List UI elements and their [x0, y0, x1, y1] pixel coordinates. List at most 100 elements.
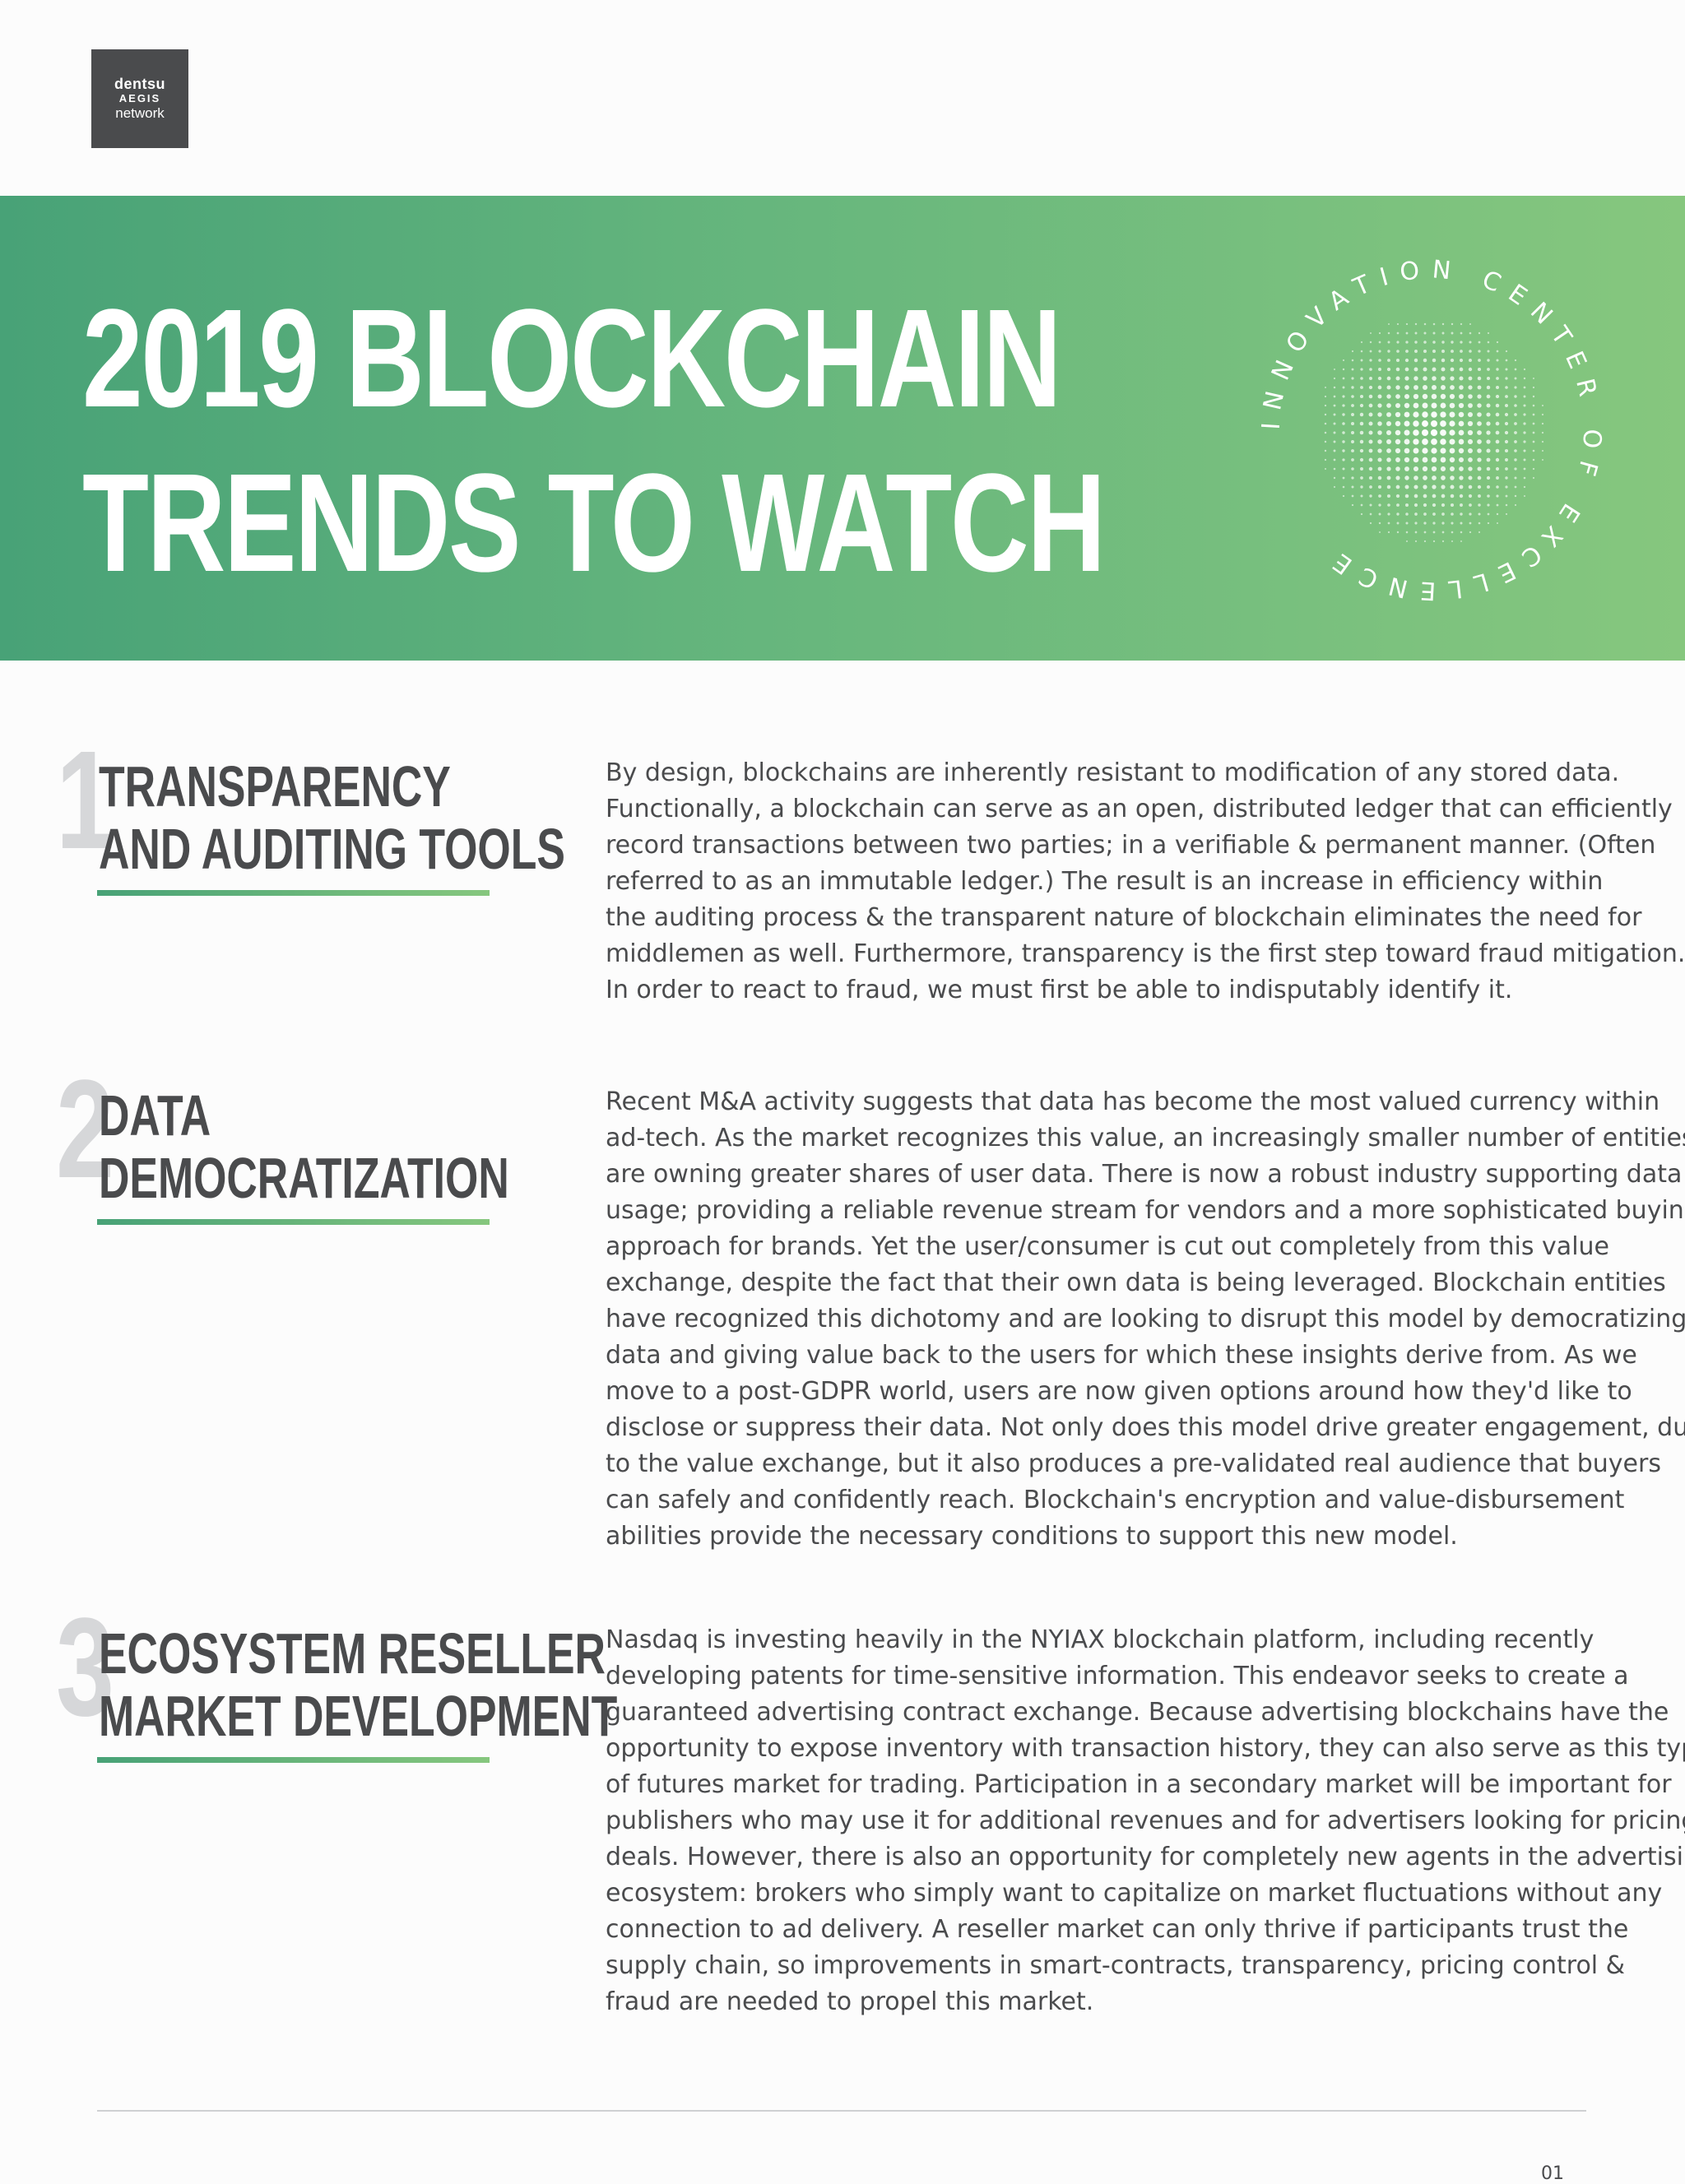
- seal-dot: [1496, 522, 1499, 525]
- seal-dot: [1422, 447, 1428, 454]
- seal-dot: [1386, 448, 1391, 453]
- seal-dot: [1469, 332, 1472, 335]
- trend-number: 1: [56, 722, 114, 879]
- seal-dot: [1532, 395, 1535, 398]
- seal-dot: [1386, 367, 1391, 372]
- seal-dot: [1541, 422, 1544, 425]
- seal-dot: [1451, 540, 1454, 543]
- page-title-line-1: 2019 BLOCKCHAIN: [82, 281, 1061, 437]
- seal-dot: [1395, 411, 1401, 418]
- seal-dot: [1351, 449, 1354, 452]
- seal-dot: [1405, 512, 1409, 516]
- seal-dot: [1477, 367, 1482, 372]
- seal-dot: [1514, 377, 1517, 380]
- seal-dot: [1386, 385, 1391, 390]
- seal-dot: [1505, 386, 1508, 389]
- page-title: 2019 BLOCKCHAIN TRENDS TO WATCH: [82, 276, 1106, 605]
- seal-dot: [1441, 540, 1445, 543]
- seal-dot: [1404, 466, 1409, 471]
- seal-dot: [1395, 494, 1400, 498]
- seal-dot: [1459, 358, 1464, 363]
- seal-dot: [1414, 322, 1418, 326]
- seal-dot: [1395, 447, 1401, 454]
- seal-dot: [1504, 403, 1509, 408]
- trend-body: By design, blockchains are inherently re…: [606, 755, 1685, 1009]
- seal-dot: [1369, 485, 1372, 489]
- seal-dot: [1404, 447, 1410, 454]
- seal-dot: [1324, 431, 1327, 434]
- seal-dot: [1368, 412, 1373, 417]
- seal-dot: [1404, 438, 1410, 445]
- seal-dot: [1495, 457, 1500, 462]
- seal-dot: [1496, 485, 1499, 489]
- seal-dot: [1450, 494, 1455, 498]
- seal-dot: [1487, 522, 1490, 525]
- seal-dot: [1469, 341, 1472, 344]
- seal-dot: [1478, 512, 1481, 516]
- seal-dot: [1514, 431, 1517, 434]
- seal-dot: [1495, 430, 1500, 435]
- trend-title: TRANSPARENCY AND AUDITING TOOLS: [99, 755, 565, 880]
- seal-dot: [1467, 438, 1474, 445]
- seal-dot: [1486, 475, 1491, 480]
- body-line: abilities provide the necessary conditio…: [606, 1522, 1458, 1551]
- seal-dot: [1377, 448, 1382, 453]
- seal-dot: [1359, 457, 1364, 462]
- seal-dot: [1460, 512, 1463, 516]
- body-line: supply chain, so improvements in smart-c…: [606, 1951, 1626, 1980]
- seal-dot: [1351, 350, 1354, 353]
- body-line: approach for brands. Yet the user/consum…: [606, 1232, 1609, 1261]
- seal-dot: [1468, 457, 1473, 462]
- seal-dot: [1404, 503, 1409, 508]
- seal-dot: [1414, 522, 1418, 525]
- seal-dot: [1478, 359, 1481, 362]
- seal-dot: [1395, 466, 1400, 471]
- seal-dot: [1432, 332, 1436, 335]
- seal-dot: [1449, 447, 1455, 454]
- seal-dot: [1450, 466, 1455, 471]
- seal-dot: [1413, 367, 1418, 372]
- seal-dot: [1387, 332, 1390, 335]
- seal-dot: [1396, 522, 1400, 525]
- seal-dot: [1324, 458, 1327, 461]
- seal-dot: [1360, 368, 1363, 371]
- seal-dot: [1351, 458, 1354, 461]
- seal-dot: [1414, 531, 1418, 534]
- seal-dot: [1468, 475, 1473, 480]
- seal-dot: [1324, 395, 1327, 398]
- seal-dot: [1486, 403, 1491, 408]
- svg-text:INNOVATION CENTER OF EXCELLENC: INNOVATION CENTER OF EXCELLENCE: [1259, 257, 1604, 603]
- seal-dot: [1413, 457, 1419, 463]
- seal-dot: [1413, 358, 1418, 363]
- seal-dot: [1395, 394, 1400, 399]
- page-number: 01: [1541, 2163, 1564, 2184]
- seal-dot: [1460, 531, 1463, 534]
- seal-dot: [1477, 448, 1482, 453]
- seal-dot: [1342, 476, 1345, 480]
- seal-dot: [1523, 368, 1526, 371]
- seal-dot: [1440, 429, 1446, 436]
- seal-dot: [1468, 403, 1473, 408]
- seal-dot: [1460, 503, 1463, 507]
- seal-dot: [1514, 413, 1517, 416]
- seal-dot: [1541, 431, 1544, 434]
- seal-dot: [1478, 494, 1481, 498]
- seal-dot: [1333, 485, 1336, 489]
- seal-dot: [1333, 440, 1336, 443]
- seal-dot: [1377, 439, 1382, 444]
- seal-dot: [1369, 522, 1372, 525]
- seal-dot: [1504, 412, 1509, 417]
- seal-dot: [1333, 377, 1336, 380]
- seal-dot: [1432, 512, 1436, 516]
- seal-dot: [1459, 385, 1464, 390]
- seal-dot: [1395, 376, 1400, 381]
- dentsu-aegis-logo: dentsu AEGIS network: [91, 49, 188, 148]
- seal-dot: [1359, 421, 1364, 426]
- seal-dot: [1396, 503, 1400, 507]
- seal-dot: [1404, 485, 1409, 489]
- seal-dot: [1458, 457, 1465, 463]
- seal-dot: [1378, 359, 1381, 362]
- seal-dot: [1532, 422, 1535, 425]
- seal-dot: [1486, 385, 1491, 390]
- seal-dot: [1486, 430, 1491, 435]
